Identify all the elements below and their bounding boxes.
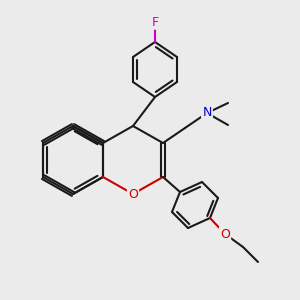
Text: N: N [202, 106, 212, 119]
Text: O: O [128, 188, 138, 200]
Text: F: F [152, 16, 159, 28]
Text: O: O [220, 227, 230, 241]
